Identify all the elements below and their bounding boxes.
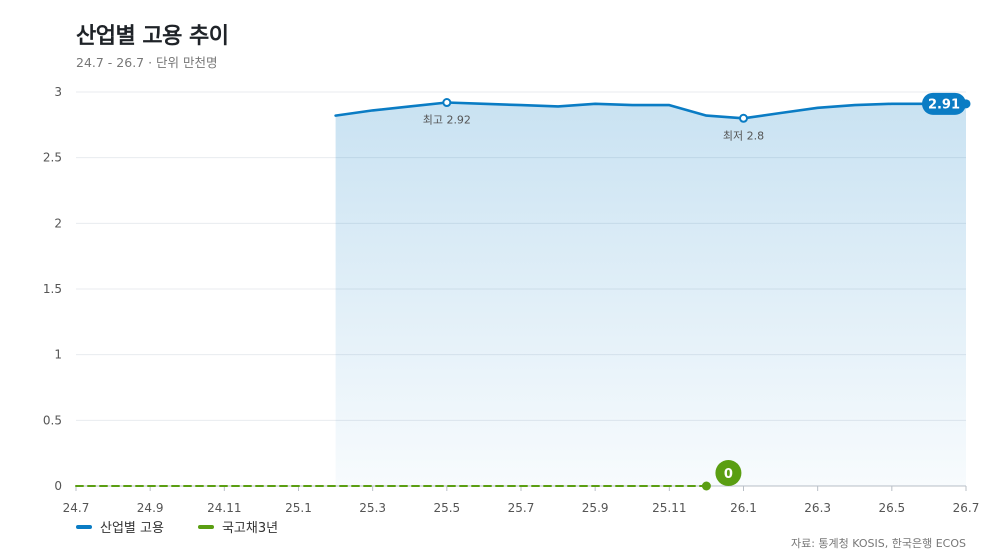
legend-label-series-1: 산업별 고용 [100, 521, 164, 536]
data-point-series-1 [556, 104, 560, 108]
annotation-label: 최고 2.92 [423, 114, 471, 127]
x-tick-label: 25.1 [285, 501, 312, 515]
x-tick-label: 26.5 [878, 501, 905, 515]
x-tick-label: 25.9 [582, 501, 609, 515]
data-point-series-2 [297, 484, 301, 488]
y-tick-label: 0 [54, 479, 62, 493]
chart-title: 산업별 고용 추이 [76, 24, 229, 49]
series-area-1 [335, 102, 967, 486]
data-point-series-1 [519, 103, 523, 107]
legend-label-series-2: 국고채3년 [221, 521, 279, 536]
data-point-series-2 [630, 484, 634, 488]
legend-item-series-2: 국고채3년 [197, 517, 279, 536]
end-value-badge [922, 92, 966, 115]
data-point-series-1 [630, 103, 634, 107]
data-point-series-1 [853, 103, 857, 107]
data-point-series-2 [185, 484, 189, 488]
x-tick-label: 26.7 [953, 501, 980, 515]
y-tick-label: 1 [54, 348, 62, 362]
y-tick-label: 3 [54, 85, 62, 99]
chart-subtitle: 24.7 - 26.7 · 단위 만천명 [76, 55, 218, 70]
source-note: 자료: 통계청 KOSIS, 한국은행 ECOS [790, 537, 966, 550]
x-tick-label: 24.11 [207, 501, 241, 515]
data-point-series-2 [371, 484, 375, 488]
annotation-label: 최저 2.8 [723, 129, 764, 142]
x-tick-label: 24.9 [137, 501, 164, 515]
end-value-label: 2.91 [928, 97, 960, 112]
end-value-label: 0 [724, 467, 733, 482]
data-point-series-2 [259, 484, 263, 488]
data-point-series-1 [890, 102, 894, 106]
end-point-series-2 [701, 481, 711, 491]
data-point-series-2 [519, 484, 523, 488]
data-point-series-1 [593, 102, 597, 106]
x-tick-label: 25.3 [359, 501, 386, 515]
x-tick-label: 26.1 [730, 501, 757, 515]
x-tick-label: 26.3 [804, 501, 831, 515]
chart-legend: 산업별 고용 국고채3년 [76, 517, 278, 536]
data-point-series-2 [667, 484, 671, 488]
x-tick-label: 25.11 [652, 501, 686, 515]
y-tick-label: 2.5 [43, 151, 62, 165]
data-point-series-2 [408, 484, 412, 488]
y-tick-label: 0.5 [43, 413, 62, 427]
data-point-series-1 [779, 111, 783, 115]
data-point-series-2 [482, 484, 486, 488]
x-tick-label: 25.7 [508, 501, 535, 515]
end-value-badge [715, 460, 742, 486]
annotation-marker [739, 113, 748, 123]
y-tick-label: 2 [54, 216, 62, 230]
legend-item-series-1: 산업별 고용 [76, 517, 164, 536]
data-point-series-2 [74, 484, 78, 488]
series-line-1 [334, 101, 968, 120]
data-point-series-2 [148, 484, 152, 488]
data-point-series-1 [482, 102, 486, 106]
x-tick-label: 25.5 [433, 501, 460, 515]
y-tick-label: 1.5 [43, 282, 62, 296]
data-point-series-1 [334, 114, 338, 118]
x-tick-label: 24.7 [63, 501, 90, 515]
legend-swatch-series-2 [197, 524, 214, 529]
data-point-series-2 [334, 484, 338, 488]
data-point-series-1 [816, 106, 820, 110]
data-point-series-2 [111, 484, 115, 488]
data-point-series-2 [222, 484, 226, 488]
data-point-series-1 [704, 114, 708, 118]
data-point-series-2 [556, 484, 560, 488]
data-point-series-1 [408, 104, 412, 108]
data-point-series-1 [371, 108, 375, 112]
legend-swatch-series-1 [76, 524, 92, 529]
annotation-marker [442, 98, 452, 108]
data-point-series-2 [593, 484, 597, 488]
data-point-series-1 [667, 103, 671, 107]
data-point-series-2 [445, 484, 449, 488]
